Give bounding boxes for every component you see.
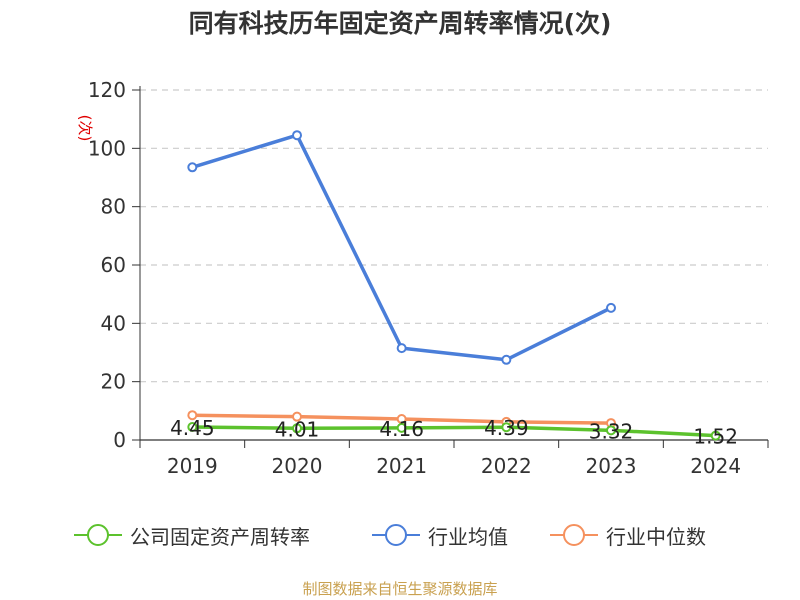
data-point	[187, 162, 198, 173]
series-line	[192, 425, 716, 438]
data-point	[396, 343, 407, 354]
y-tick-label: 80	[101, 195, 126, 219]
data-point	[606, 302, 616, 313]
x-tick-label: 2021	[376, 454, 427, 478]
x-tick-label: 2023	[586, 454, 637, 478]
data-point	[292, 130, 302, 141]
data-point	[501, 354, 512, 365]
x-tick-label: 2022	[481, 454, 532, 478]
y-tick-label: 120	[88, 78, 126, 102]
data-point	[187, 410, 198, 421]
y-axis-label: (次)	[76, 115, 94, 142]
legend-marker-industry-mean	[372, 524, 420, 546]
y-tick-label: 100	[88, 136, 126, 160]
data-point	[292, 411, 302, 422]
y-tick-label: 20	[101, 370, 126, 394]
y-tick-label: 40	[101, 311, 126, 335]
series	[187, 130, 721, 441]
legend-item-industry-mean[interactable]: 行业均值	[372, 520, 508, 550]
legend-label-industry-mean: 行业均值	[428, 524, 508, 549]
series-line	[191, 133, 612, 362]
axes: 0 20 40 60 80 100 120 2019 2020 2021 2022 2023 2024	[88, 78, 769, 478]
source-note: 制图数据来自恒生聚源数据库	[302, 580, 498, 598]
data-point	[606, 425, 616, 436]
data-label: 4.45	[170, 416, 215, 440]
y-tick-label: 60	[101, 253, 126, 277]
data-label: 4.01	[275, 417, 320, 441]
data-label: 4.39	[484, 416, 529, 440]
data-point	[501, 422, 512, 433]
data-labels: 4.45 4.01 4.16 4.39 3.32 1.52	[170, 416, 738, 449]
legend: 公司固定资产周转率 行业均值 行业中位数	[0, 520, 800, 554]
data-point	[292, 423, 302, 434]
legend-marker-company	[74, 524, 122, 546]
legend-marker-industry-median	[550, 524, 598, 546]
data-label: 4.16	[379, 417, 424, 441]
legend-label-industry-median: 行业中位数	[606, 524, 706, 549]
legend-item-industry-median[interactable]: 行业中位数	[550, 520, 706, 550]
x-tick-label: 2020	[272, 454, 323, 478]
data-label: 1.52	[693, 425, 738, 449]
data-point	[187, 422, 198, 433]
x-tick-label: 2024	[690, 454, 741, 478]
data-point	[396, 422, 407, 433]
x-tick-label: 2019	[167, 454, 218, 478]
data-point	[710, 430, 721, 441]
legend-label-company: 公司固定资产周转率	[130, 524, 310, 549]
grid-lines	[140, 89, 768, 383]
data-label: 3.32	[589, 419, 634, 443]
y-tick-label: 0	[113, 428, 126, 452]
chart-title: 同有科技历年固定资产周转率情况(次)	[188, 9, 612, 38]
legend-item-company[interactable]: 公司固定资产周转率	[74, 520, 310, 550]
